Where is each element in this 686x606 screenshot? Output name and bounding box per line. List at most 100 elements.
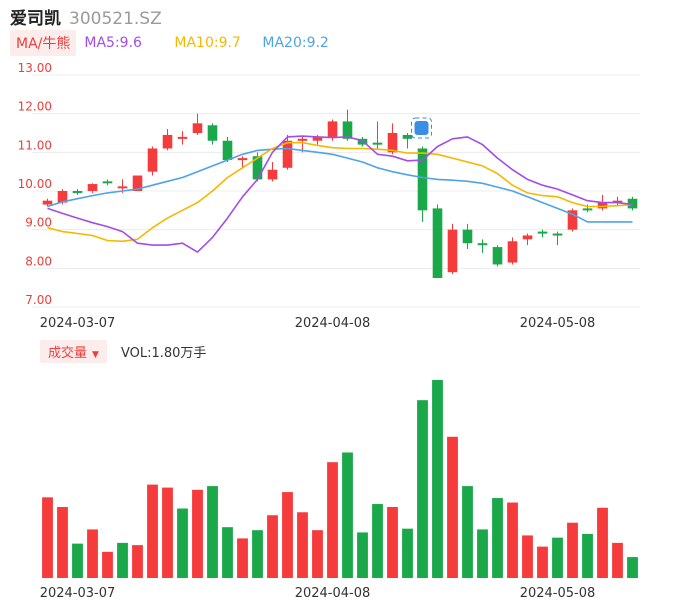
candle-body: [267, 169, 278, 180]
stock-code: 300521.SZ: [69, 9, 162, 29]
y-tick-label: 11.00: [18, 138, 52, 152]
volume-x-tick-label: 2024-03-07: [40, 586, 116, 601]
volume-bar: [387, 507, 398, 578]
volume-bar: [312, 530, 323, 578]
volume-bar: [432, 380, 443, 578]
event-marker-icon: [414, 121, 429, 135]
volume-bar: [402, 528, 413, 578]
volume-bar: [522, 535, 533, 578]
volume-bar: [507, 502, 518, 578]
candle-body: [57, 191, 68, 203]
ma5-line: [47, 135, 633, 253]
kline-chart[interactable]: 13.00 12.00 11.00 10.00 9.00 8.00 7.00 2024-03-…: [0, 0, 686, 330]
volume-bar: [222, 527, 233, 578]
volume-bar: [327, 462, 338, 578]
candle-body: [492, 247, 503, 265]
x-tick-label: 2024-04-08: [295, 316, 371, 330]
candle-body: [282, 140, 293, 168]
stock-header: 爱司凯 300521.SZ: [10, 4, 162, 29]
volume-chip-label: 成交量: [48, 345, 88, 361]
candle-body: [237, 158, 248, 161]
x-tick-label: 2024-05-08: [520, 316, 596, 330]
ma-legend: MA/牛熊 MA5:9.6 MA10:9.7 MA20:9.2: [10, 30, 329, 56]
candle-body: [117, 186, 128, 189]
candle-body: [312, 136, 323, 141]
volume-bar: [597, 507, 608, 578]
volume-bar: [57, 507, 68, 578]
volume-bar: [162, 487, 173, 578]
volume-bar: [207, 486, 218, 578]
ma10-label: MA10:9.7: [174, 35, 241, 51]
candle-body: [132, 175, 143, 191]
volume-value-label: VOL:1.80万手: [120, 345, 207, 361]
volume-bar: [357, 532, 368, 578]
candle-body: [597, 202, 608, 209]
volume-bar: [192, 489, 203, 578]
volume-bar: [627, 557, 638, 578]
candle-body: [612, 200, 623, 203]
volume-bar: [267, 515, 278, 578]
candle-body: [327, 121, 338, 137]
candle-body: [297, 138, 308, 141]
volume-bar: [342, 452, 353, 578]
volume-bar: [117, 542, 128, 578]
candle-body: [222, 140, 233, 161]
candle-body: [537, 231, 548, 234]
volume-bar: [582, 533, 593, 578]
volume-bar: [102, 551, 113, 578]
candle-body: [552, 233, 563, 236]
volume-bar: [552, 537, 563, 578]
candle-body: [567, 210, 578, 230]
candle-body: [582, 208, 593, 211]
y-tick-label: 12.00: [18, 100, 52, 114]
caret-down-icon: ▼: [92, 349, 99, 360]
volume-x-tick-label: 2024-04-08: [295, 586, 371, 601]
candle-body: [207, 125, 218, 141]
volume-bar: [282, 492, 293, 578]
volume-bar: [42, 497, 53, 578]
ma5-label: MA5:9.6: [84, 35, 142, 51]
candle-body: [477, 243, 488, 246]
candle-body: [387, 133, 398, 153]
candle-body: [72, 191, 83, 193]
volume-bar: [372, 504, 383, 578]
candle-body: [102, 181, 113, 184]
y-tick-label: 9.00: [25, 216, 52, 230]
volume-bar: [87, 529, 98, 578]
candle-body: [447, 229, 458, 273]
candle-body: [417, 148, 428, 211]
volume-legend: 成交量 ▼ VOL:1.80万手: [40, 339, 207, 363]
candle-body: [627, 198, 638, 209]
candle-body: [342, 121, 353, 139]
ma20-label: MA20:9.2: [262, 35, 329, 51]
volume-bar: [177, 508, 188, 578]
volume-bar: [132, 545, 143, 578]
event-marker-frame: [411, 117, 432, 139]
x-tick-label: 2024-03-07: [40, 316, 116, 330]
volume-bar: [462, 486, 473, 578]
volume-bar: [477, 529, 488, 578]
volume-bar: [447, 436, 458, 578]
volume-x-tick-label: 2024-05-08: [520, 586, 596, 601]
candle-body: [177, 136, 188, 139]
candle-body: [432, 208, 443, 278]
y-tick-label: 13.00: [18, 61, 52, 75]
candle-body: [507, 241, 518, 263]
volume-bar: [417, 400, 428, 578]
volume-bar: [567, 522, 578, 578]
ma20-line: [47, 147, 633, 223]
candle-body: [402, 134, 413, 139]
volume-indicator-button[interactable]: 成交量 ▼: [40, 339, 107, 363]
volume-bar: [72, 543, 83, 578]
candle-body: [372, 142, 383, 145]
candle-body: [87, 184, 98, 191]
volume-bar: [612, 542, 623, 578]
y-tick-label: 8.00: [25, 254, 52, 268]
y-tick-label: 7.00: [25, 293, 52, 307]
stock-name: 爱司凯: [10, 9, 61, 29]
y-tick-label: 10.00: [18, 177, 52, 191]
ma-toggle-button[interactable]: MA/牛熊: [10, 30, 77, 56]
volume-bar: [297, 512, 308, 578]
volume-bar: [492, 498, 503, 578]
candle-body: [192, 123, 203, 133]
